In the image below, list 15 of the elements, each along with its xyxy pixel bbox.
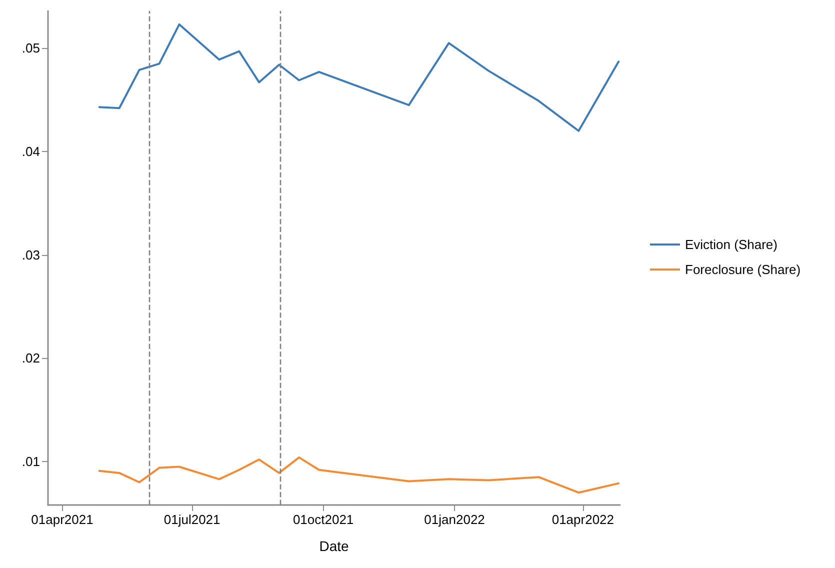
x-tick-label: 01apr2022 xyxy=(552,512,614,527)
line-series xyxy=(98,23,620,132)
line-series xyxy=(98,456,620,494)
x-tick-label: 01apr2021 xyxy=(31,512,94,527)
legend-label: Foreclosure (Share) xyxy=(685,262,801,277)
legend-label: Eviction (Share) xyxy=(685,237,778,252)
y-tick-label: .05 xyxy=(22,40,40,56)
x-tick-label: 01jan2022 xyxy=(424,512,485,527)
x-axis-title: Date xyxy=(319,538,349,554)
y-tick-label: .03 xyxy=(22,247,40,262)
y-tick-label: .01 xyxy=(22,454,40,470)
x-tick-label: 01oct2021 xyxy=(292,512,354,527)
y-tick-label: .04 xyxy=(22,144,40,160)
x-tick-label: 01jul2021 xyxy=(164,512,220,527)
y-tick-label: .02 xyxy=(22,350,40,366)
